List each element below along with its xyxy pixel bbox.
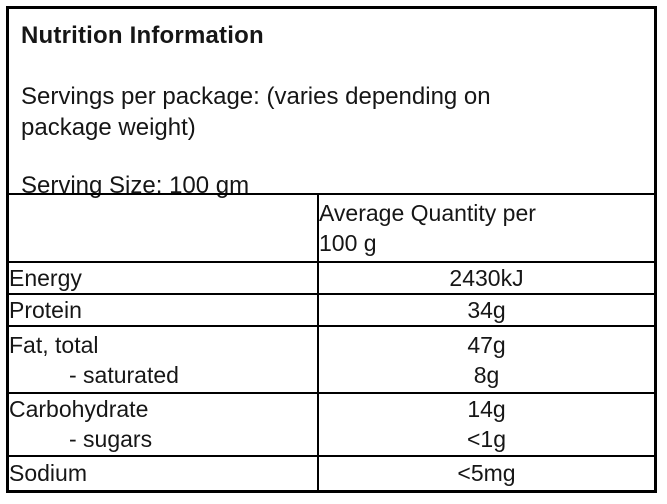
table-row: Fat, total - saturated 47g 8g: [9, 325, 654, 394]
quantity-header-line-1: Average Quantity per: [319, 200, 536, 227]
nutrient-label: Carbohydrate: [9, 396, 149, 423]
nutrient-sub-label: - saturated: [69, 361, 179, 388]
servings-line-2: package weight): [21, 114, 196, 141]
nutrient-value-cell: <5mg: [317, 454, 654, 490]
table-row: Energy 2430kJ: [9, 261, 654, 296]
nutrient-value-cell: 34g: [317, 293, 654, 328]
table-row: Protein 34g: [9, 293, 654, 328]
nutrient-label: Fat, total: [9, 331, 99, 358]
quantity-header-line-2: 100 g: [319, 230, 377, 257]
nutrient-label: Energy: [9, 265, 82, 292]
nutrient-value-cell: 47g 8g: [317, 325, 654, 394]
table-row: Carbohydrate - sugars 14g <1g: [9, 391, 654, 457]
panel-title: Nutrition Information: [21, 22, 264, 49]
nutrient-label: Sodium: [9, 460, 87, 487]
nutrient-value: 34g: [467, 297, 506, 324]
nutrient-value: 2430kJ: [449, 265, 524, 292]
nutrient-sub-value: <1g: [466, 426, 506, 453]
nutrition-table: Average Quantity per 100 g Energy 2430kJ…: [9, 192, 654, 490]
nutrient-value-cell: 2430kJ: [317, 261, 654, 296]
nutrient-value-cell: 14g <1g: [317, 391, 654, 457]
servings-per-package-text: Servings per package: (varies depending …: [21, 81, 642, 143]
servings-line-1: Servings per package: (varies depending …: [21, 83, 491, 110]
nutrient-label: Protein: [9, 297, 82, 324]
empty-header-cell: [9, 192, 319, 264]
nutrient-value: 14g: [467, 396, 506, 423]
nutrient-label-cell: Energy: [9, 261, 319, 296]
nutrition-panel: Nutrition Information Servings per packa…: [6, 6, 657, 493]
nutrient-value: <5mg: [457, 460, 516, 487]
quantity-column-header-cell: Average Quantity per 100 g: [317, 192, 654, 264]
nutrient-value: 47g: [467, 331, 506, 358]
nutrient-label-cell: Sodium: [9, 454, 319, 490]
nutrient-sub-value: 8g: [473, 361, 500, 388]
table-row: Sodium <5mg: [9, 454, 654, 490]
nutrient-label-cell: Fat, total - saturated: [9, 325, 319, 394]
nutrient-label-cell: Carbohydrate - sugars: [9, 391, 319, 457]
nutrient-label-cell: Protein: [9, 293, 319, 328]
table-header-row: Average Quantity per 100 g: [9, 192, 654, 264]
panel-intro: Nutrition Information Servings per packa…: [9, 9, 654, 199]
nutrient-sub-label: - sugars: [69, 426, 153, 453]
